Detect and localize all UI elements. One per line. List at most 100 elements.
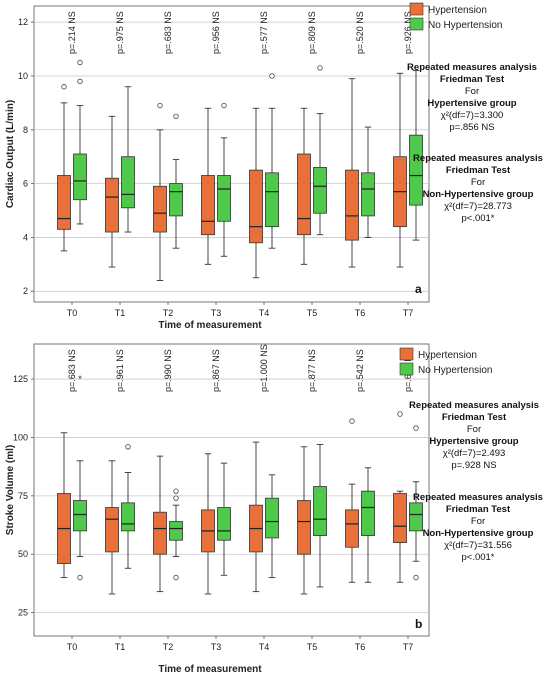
outlier-point	[269, 73, 275, 79]
panel-b-p-value-label: p=.990 NS	[163, 349, 173, 392]
panel-b-x-axis-title: Time of measurement	[158, 664, 262, 675]
box-hypertension-t0	[57, 84, 71, 252]
panel-b-y-tick-label: 125	[13, 374, 28, 384]
panel-a-x-tick-label: T7	[403, 308, 414, 318]
panel-b-annotation-hypertensive: Repeated measures analysis Friedman Test…	[409, 400, 539, 471]
ann-test: Friedman Test	[446, 504, 511, 515]
panel-a-y-tick-label: 8	[23, 125, 28, 135]
panel-b-p-value-label: p=.542 NS	[355, 349, 365, 392]
box-iqr	[265, 497, 279, 539]
outlier-point	[77, 59, 83, 66]
box-no-hypertension-t5	[313, 65, 327, 236]
box-hypertension-t6	[345, 78, 359, 268]
panel-a-y-ticks: 2 4 6 8 10 12	[18, 17, 34, 296]
panel-b-x-tick-label: T4	[259, 642, 270, 652]
box-no-hypertension-t6	[361, 126, 375, 238]
box-hypertension-t3	[201, 453, 215, 595]
panel-b-y-tick-label: 50	[18, 549, 28, 559]
box-no-hypertension-t0	[73, 59, 87, 225]
panel-a-boxes	[57, 59, 423, 281]
box-no-hypertension-t1	[121, 86, 135, 233]
box-no-hypertension-t6	[361, 467, 375, 583]
panel-b-x-tick-label: T5	[307, 642, 318, 652]
panel-a-p-value-label: p=.214 NS	[67, 11, 77, 54]
panel-b-y-ticks: 25 50 75 100 125	[13, 374, 34, 618]
ann-p: p<.001*	[461, 552, 494, 563]
box-hypertension-t0	[57, 432, 71, 579]
box-iqr	[105, 177, 119, 233]
ann-for: For	[471, 516, 485, 527]
ann-title: Repeated measures analysis	[409, 400, 539, 411]
panel-b-legend: Hypertension No Hypertension	[399, 347, 492, 376]
box-hypertension-t1	[105, 460, 119, 595]
box-iqr	[313, 486, 327, 536]
ann-chi-label: χ²(df=7)	[443, 448, 476, 459]
box-hypertension-t7	[393, 411, 407, 583]
box-no-hypertension-t2	[169, 113, 183, 249]
panel-b-y-tick-label: 25	[18, 608, 28, 618]
ann-chi-value: =2.493	[476, 448, 505, 459]
outlier-point	[125, 444, 131, 450]
panel-a-p-value-label: p=.809 NS	[307, 11, 317, 54]
ann-chi-value: =3.300	[474, 110, 503, 121]
panel-b-y-axis-title: Stroke Volume (ml)	[5, 445, 16, 535]
box-iqr	[297, 500, 311, 555]
ann-for: For	[465, 86, 479, 97]
panel-a-y-tick-label: 10	[18, 71, 28, 81]
box-iqr	[217, 507, 231, 541]
legend-swatch-hypertension	[399, 347, 414, 361]
ann-group: Hypertensive group	[429, 436, 518, 447]
ann-title: Repeated measures analysis	[413, 492, 543, 503]
box-iqr	[345, 509, 359, 548]
panel-a-y-tick-label: 6	[23, 179, 28, 189]
panel-b-x-ticks: T0 T1 T2 T3 T4 T5 T6 T7	[67, 636, 413, 652]
box-hypertension-t6	[345, 418, 359, 583]
panel-a-letter: a	[415, 282, 422, 296]
outlier-point	[173, 113, 179, 120]
box-iqr	[121, 156, 135, 209]
box-no-hypertension-t0: *	[73, 374, 87, 581]
panel-a-y-axis-title: Cardiac Output (L/min)	[5, 100, 16, 208]
ann-chi-label: χ²(df=7)	[444, 540, 477, 551]
panel-a-y-tick-label: 4	[23, 232, 28, 242]
box-iqr	[57, 175, 71, 230]
box-iqr	[201, 175, 215, 236]
box-no-hypertension-t3	[217, 102, 231, 257]
ann-chi-label: χ²(df=7)	[444, 201, 477, 212]
panel-b-frame	[33, 343, 430, 637]
panel-b-p-value-label: p=.867 NS	[211, 349, 221, 392]
legend-label-hypertension: Hypertension	[418, 350, 477, 361]
outlier-point	[77, 78, 83, 85]
panel-b-p-value-label: p=.877 NS	[307, 349, 317, 392]
outlier-point	[413, 425, 419, 431]
box-iqr	[409, 134, 423, 206]
panel-b-x-tick-label: T6	[355, 642, 366, 652]
panel-b-boxes: *	[57, 374, 423, 595]
ann-test: Friedman Test	[440, 74, 505, 85]
ann-p: p<.001*	[461, 213, 494, 224]
box-hypertension-t4	[249, 441, 263, 593]
panel-b-gridlines	[34, 378, 429, 614]
panel-a-x-tick-label: T4	[259, 308, 270, 318]
panel-a-gridlines	[34, 21, 429, 292]
ann-chi-value: =28.773	[477, 201, 512, 212]
panel-b-y-tick-label: 75	[18, 491, 28, 501]
outlier-point	[317, 65, 323, 71]
panel-b-annotation-non-hypertensive: Repeated measures analysis Friedman Test…	[413, 492, 543, 563]
panel-b-p-values: p=.683 NS p=.961 NS p=.990 NS p=.867 NS p=1.…	[67, 344, 413, 392]
ann-chi-label: χ²(df=7)	[441, 110, 474, 121]
panel-a-p-value-label: p=.956 NS	[211, 11, 221, 54]
box-iqr	[169, 521, 183, 541]
box-iqr	[73, 153, 87, 201]
box-iqr	[73, 500, 87, 532]
box-iqr	[217, 175, 231, 222]
ann-test: Friedman Test	[446, 165, 511, 176]
box-hypertension-t5	[297, 446, 311, 595]
panel-b-p-value-label: p=.683 NS	[67, 349, 77, 392]
outlier-point	[397, 411, 403, 417]
box-iqr	[361, 172, 375, 217]
panel-a-p-value-label: p=.520 NS	[355, 11, 365, 54]
ann-for: For	[471, 177, 485, 188]
box-no-hypertension-t7	[409, 70, 423, 241]
